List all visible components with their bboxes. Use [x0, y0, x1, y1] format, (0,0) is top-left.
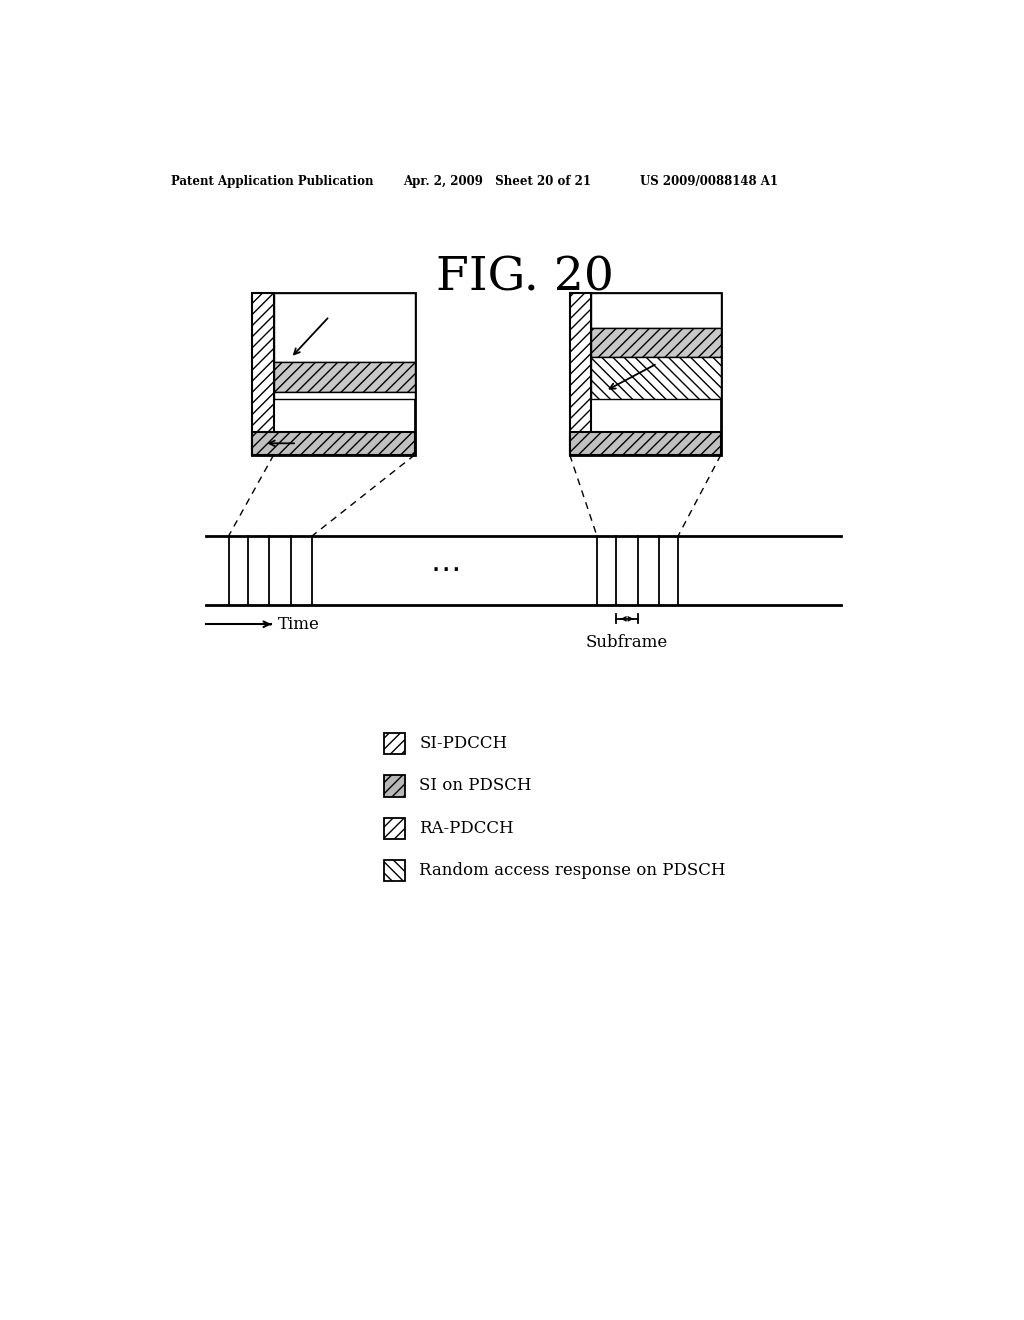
- Text: Random access response on PDSCH: Random access response on PDSCH: [420, 862, 726, 879]
- Bar: [592, 293, 721, 327]
- Bar: [384, 733, 406, 755]
- Bar: [273, 293, 415, 363]
- Bar: [569, 293, 721, 455]
- Bar: [384, 859, 406, 882]
- Bar: [569, 293, 592, 455]
- Bar: [384, 775, 406, 797]
- Text: Patent Application Publication: Patent Application Publication: [171, 176, 373, 189]
- Bar: [273, 392, 415, 400]
- Bar: [569, 432, 721, 455]
- Bar: [384, 817, 406, 840]
- Text: SI on PDSCH: SI on PDSCH: [420, 777, 531, 795]
- Text: Subframe: Subframe: [586, 635, 669, 651]
- Bar: [252, 432, 415, 455]
- Text: US 2009/0088148 A1: US 2009/0088148 A1: [640, 176, 777, 189]
- Text: SI-PDCCH: SI-PDCCH: [420, 735, 508, 752]
- Bar: [252, 293, 415, 455]
- Text: ⋯: ⋯: [430, 556, 461, 585]
- Bar: [273, 363, 415, 392]
- Text: Apr. 2, 2009   Sheet 20 of 21: Apr. 2, 2009 Sheet 20 of 21: [403, 176, 591, 189]
- Bar: [592, 358, 721, 400]
- Bar: [592, 327, 721, 358]
- Text: RA-PDCCH: RA-PDCCH: [420, 820, 514, 837]
- Bar: [252, 293, 273, 455]
- Text: Time: Time: [278, 615, 319, 632]
- Text: FIG. 20: FIG. 20: [436, 255, 613, 301]
